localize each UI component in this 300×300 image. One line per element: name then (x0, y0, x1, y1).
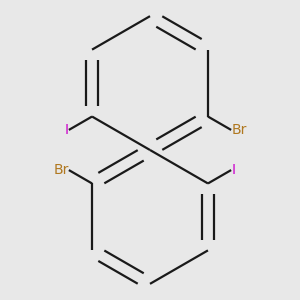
Text: I: I (65, 123, 69, 137)
Text: Br: Br (231, 123, 247, 137)
Text: Br: Br (53, 163, 69, 177)
Text: I: I (231, 163, 235, 177)
